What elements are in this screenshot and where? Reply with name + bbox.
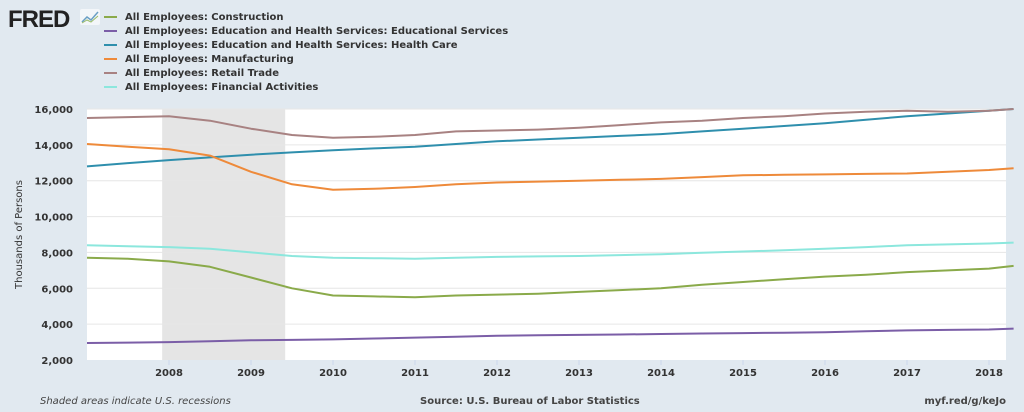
y-tick-label: 2,000	[41, 356, 73, 367]
legend-item[interactable]: All Employees: Retail Trade	[104, 66, 508, 80]
recession-shade	[162, 109, 286, 360]
x-tick-label: 2018	[975, 368, 1003, 379]
series-line	[86, 241, 1014, 260]
y-tick-label: 4,000	[41, 320, 73, 331]
series-line	[86, 143, 1014, 191]
x-tick-label: 2013	[565, 368, 593, 379]
x-tick-label: 2014	[647, 368, 675, 379]
x-tick-label: 2009	[237, 368, 265, 379]
x-tick-label: 2012	[483, 368, 511, 379]
legend-label: All Employees: Education and Health Serv…	[125, 39, 458, 51]
recession-note: Shaded areas indicate U.S. recessions	[40, 396, 231, 407]
legend-label: All Employees: Manufacturing	[125, 53, 294, 65]
legend-swatch	[104, 86, 117, 88]
y-tick-label: 12,000	[34, 177, 73, 188]
legend-swatch	[104, 30, 117, 32]
legend: All Employees: Construction All Employees…	[104, 10, 508, 94]
source-text: Source: U.S. Bureau of Labor Statistics	[420, 396, 640, 407]
legend-label: All Employees: Education and Health Serv…	[125, 25, 509, 37]
legend-label: All Employees: Retail Trade	[125, 67, 279, 79]
series-line	[86, 256, 1014, 299]
y-tick-label: 8,000	[41, 248, 73, 259]
x-tick-label: 2017	[893, 368, 921, 379]
legend-swatch	[104, 58, 117, 60]
y-axis-label: Thousands of Persons	[14, 180, 25, 290]
legend-item[interactable]: All Employees: Education and Health Serv…	[104, 24, 508, 38]
series-line	[86, 108, 1014, 168]
legend-item[interactable]: All Employees: Financial Activities	[104, 80, 508, 94]
legend-item[interactable]: All Employees: Education and Health Serv…	[104, 38, 508, 52]
legend-swatch	[104, 44, 117, 46]
legend-label: All Employees: Construction	[125, 11, 284, 23]
fred-logo[interactable]: FRED	[8, 6, 70, 33]
series-line	[86, 327, 1014, 344]
legend-item[interactable]: All Employees: Construction	[104, 10, 508, 24]
legend-swatch	[104, 16, 117, 18]
y-tick-label: 14,000	[34, 141, 73, 152]
y-tick-label: 16,000	[34, 105, 73, 116]
y-tick-label: 10,000	[34, 213, 73, 224]
y-tick-label: 6,000	[41, 284, 73, 295]
chart-line-icon	[80, 9, 100, 25]
legend-swatch	[104, 72, 117, 74]
series-line	[86, 108, 1014, 139]
legend-item[interactable]: All Employees: Manufacturing	[104, 52, 508, 66]
short-link[interactable]: myf.red/g/keJo	[924, 396, 1006, 407]
legend-label: All Employees: Financial Activities	[125, 81, 319, 93]
x-tick-label: 2011	[401, 368, 429, 379]
x-tick-label: 2016	[811, 368, 839, 379]
x-tick-label: 2015	[729, 368, 757, 379]
x-tick-label: 2010	[319, 368, 347, 379]
x-tick-label: 2008	[155, 368, 183, 379]
